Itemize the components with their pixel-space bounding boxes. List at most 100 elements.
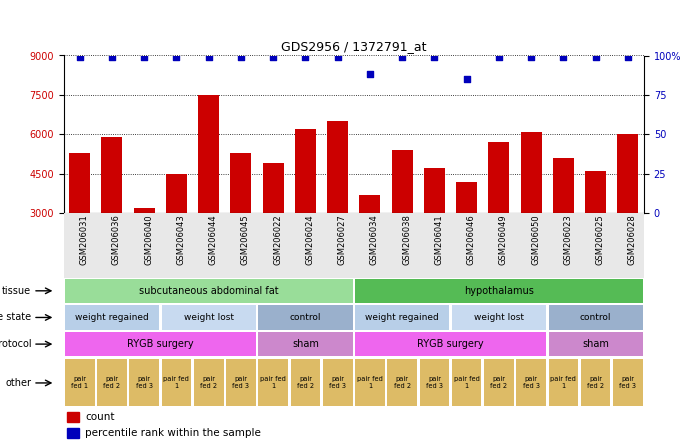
Text: weight lost: weight lost	[184, 313, 234, 322]
Text: hypothalamus: hypothalamus	[464, 286, 534, 296]
Text: pair
fed 2: pair fed 2	[587, 377, 604, 389]
Bar	[516, 360, 546, 406]
Text: GSM206049: GSM206049	[499, 214, 508, 265]
Bar	[613, 360, 643, 406]
Text: pair
fed 3: pair fed 3	[426, 377, 443, 389]
Text: count: count	[85, 412, 115, 423]
Text: other: other	[6, 378, 31, 388]
Text: GSM206045: GSM206045	[241, 214, 250, 265]
Text: pair fed
1: pair fed 1	[551, 377, 576, 389]
Bar	[65, 278, 352, 303]
Text: pair
fed 1: pair fed 1	[71, 377, 88, 389]
Bar	[263, 163, 283, 292]
Bar	[230, 153, 252, 292]
Point	[106, 54, 117, 61]
Point	[332, 54, 343, 61]
Bar	[452, 305, 546, 330]
Text: pair
fed 2: pair fed 2	[491, 377, 507, 389]
Bar	[388, 360, 417, 406]
Bar	[66, 428, 79, 439]
Text: tissue: tissue	[2, 286, 31, 296]
Bar	[355, 305, 449, 330]
Text: subcutaneous abdominal fat: subcutaneous abdominal fat	[139, 286, 278, 296]
Bar	[166, 174, 187, 292]
Bar	[162, 305, 256, 330]
Text: pair
fed 3: pair fed 3	[619, 377, 636, 389]
Bar	[355, 360, 385, 406]
Text: GSM206046: GSM206046	[466, 214, 475, 265]
Bar	[323, 360, 352, 406]
Text: control: control	[580, 313, 612, 322]
Bar	[69, 153, 90, 292]
Text: pair
fed 2: pair fed 2	[394, 377, 410, 389]
Bar	[549, 360, 578, 406]
Point	[590, 54, 601, 61]
Text: pair
fed 3: pair fed 3	[232, 377, 249, 389]
Bar	[484, 360, 513, 406]
Text: GSM206050: GSM206050	[531, 214, 540, 265]
Point	[171, 54, 182, 61]
Bar	[355, 332, 546, 357]
Text: pair
fed 2: pair fed 2	[200, 377, 217, 389]
Bar	[489, 142, 509, 292]
Point	[526, 54, 537, 61]
Bar	[581, 360, 610, 406]
Text: pair
fed 3: pair fed 3	[135, 377, 153, 389]
Bar	[549, 332, 643, 357]
Point	[623, 54, 634, 61]
Bar	[97, 360, 126, 406]
Point	[429, 54, 440, 61]
Bar	[549, 305, 643, 330]
Bar	[392, 150, 413, 292]
Point	[267, 54, 278, 61]
Bar	[456, 182, 477, 292]
Point	[203, 54, 214, 61]
Text: GSM206031: GSM206031	[79, 214, 88, 265]
Bar	[359, 195, 380, 292]
Point	[493, 54, 504, 61]
Bar	[295, 129, 316, 292]
Text: GSM206041: GSM206041	[435, 214, 444, 265]
Point	[74, 54, 85, 61]
Text: pair fed
1: pair fed 1	[261, 377, 286, 389]
Bar	[65, 305, 159, 330]
Bar	[129, 360, 159, 406]
Bar	[585, 171, 606, 292]
Text: GSM206044: GSM206044	[209, 214, 218, 265]
Text: GSM206025: GSM206025	[596, 214, 605, 265]
Point	[558, 54, 569, 61]
Text: sham: sham	[583, 339, 609, 349]
Bar	[291, 360, 320, 406]
Text: pair
fed 2: pair fed 2	[297, 377, 314, 389]
Text: weight lost: weight lost	[474, 313, 524, 322]
Text: pair fed
1: pair fed 1	[164, 377, 189, 389]
Bar	[162, 360, 191, 406]
Bar	[452, 360, 482, 406]
Bar	[424, 168, 445, 292]
Text: GSM206024: GSM206024	[305, 214, 314, 265]
Point	[364, 71, 375, 78]
Text: weight regained: weight regained	[366, 313, 439, 322]
Bar	[419, 360, 449, 406]
Bar	[618, 135, 638, 292]
Title: GDS2956 / 1372791_at: GDS2956 / 1372791_at	[281, 40, 426, 53]
Point	[461, 75, 472, 83]
Text: GSM206022: GSM206022	[273, 214, 282, 265]
Text: GSM206027: GSM206027	[338, 214, 347, 265]
Bar	[355, 278, 643, 303]
Bar	[66, 412, 79, 423]
Text: pair fed
1: pair fed 1	[454, 377, 480, 389]
Text: GSM206028: GSM206028	[628, 214, 637, 265]
Text: percentile rank within the sample: percentile rank within the sample	[85, 428, 261, 439]
Bar	[521, 132, 542, 292]
Bar	[258, 305, 352, 330]
Text: GSM206036: GSM206036	[112, 214, 121, 265]
Text: pair
fed 2: pair fed 2	[104, 377, 120, 389]
Text: RYGB surgery: RYGB surgery	[127, 339, 193, 349]
Bar	[258, 332, 352, 357]
Text: GSM206038: GSM206038	[402, 214, 411, 265]
Text: disease state: disease state	[0, 313, 31, 322]
Text: weight regained: weight regained	[75, 313, 149, 322]
Bar	[327, 121, 348, 292]
Point	[139, 54, 150, 61]
